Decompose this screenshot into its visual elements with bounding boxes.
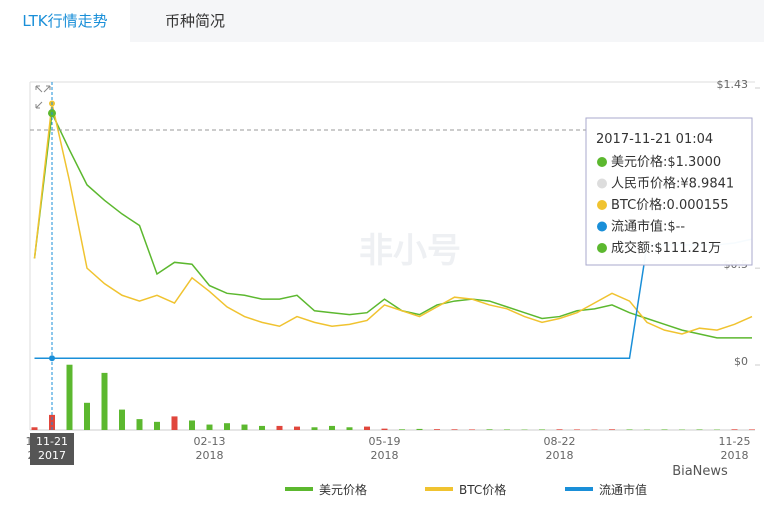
volume-bar	[504, 429, 510, 430]
x-highlight-label: 11-21	[36, 435, 68, 448]
legend-swatch	[565, 487, 593, 491]
tooltip-dot	[597, 200, 607, 210]
volume-bar	[259, 426, 265, 430]
volume-bar	[364, 427, 370, 430]
volume-bar	[329, 426, 335, 430]
x-tick-label: 05-19	[369, 435, 401, 448]
volume-bar	[557, 429, 563, 430]
tooltip-dot	[597, 157, 607, 167]
volume-bar	[697, 429, 703, 430]
tooltip-row: 成交额:$111.21万	[611, 240, 721, 256]
volume-bar	[84, 403, 90, 430]
x-tick-year: 2018	[721, 449, 749, 462]
volume-bar	[574, 429, 580, 430]
legend-label: 流通市值	[599, 482, 647, 497]
y-tick-label: $1.43	[717, 78, 749, 91]
x-tick-year: 2018	[546, 449, 574, 462]
tooltip-title: 2017-11-21 01:04	[596, 132, 713, 147]
legend-label: 美元价格	[319, 482, 367, 497]
tooltip-row: 流通市值:$--	[611, 219, 685, 235]
volume-bar	[434, 429, 440, 430]
volume-bar	[154, 422, 160, 430]
x-highlight-year: 2017	[38, 449, 66, 462]
x-tick-label: 11-25	[719, 435, 751, 448]
volume-bar	[189, 420, 195, 430]
volume-bar	[137, 419, 143, 430]
watermark: 非小号	[359, 231, 461, 271]
source-watermark: BiaNews	[672, 464, 728, 479]
volume-bar	[207, 425, 213, 430]
tooltip-row: 人民币价格:¥8.9841	[611, 176, 734, 192]
x-tick-label: 02-13	[194, 435, 226, 448]
legend-swatch	[425, 487, 453, 491]
volume-bar	[609, 429, 615, 430]
volume-bar	[452, 429, 458, 430]
legend-label: BTC价格	[459, 482, 506, 497]
tab[interactable]: 币种简况	[165, 12, 225, 30]
volume-bar	[172, 416, 178, 430]
volume-bar	[469, 429, 475, 430]
volume-bar	[67, 365, 73, 430]
x-tick-year: 2018	[371, 449, 399, 462]
zoom-icon[interactable]	[36, 86, 50, 108]
tooltip-dot	[597, 243, 607, 253]
volume-bar	[312, 427, 318, 430]
volume-bar	[294, 427, 300, 430]
tooltip-row: BTC价格:0.000155	[611, 197, 729, 213]
volume-bar	[487, 429, 493, 430]
tooltip-dot	[597, 179, 607, 189]
volume-bar	[32, 427, 38, 430]
volume-bar	[732, 429, 738, 430]
tooltip-dot	[597, 222, 607, 232]
volume-bar	[119, 410, 125, 430]
volume-bar	[277, 426, 283, 430]
volume-bar	[417, 429, 423, 430]
x-tick-year: 2018	[196, 449, 224, 462]
volume-bar	[382, 429, 388, 430]
volume-bar	[102, 373, 108, 430]
volume-bar	[662, 429, 668, 430]
volume-bar	[539, 429, 545, 430]
volume-bar	[749, 429, 755, 430]
volume-bar	[224, 423, 230, 430]
volume-bar	[627, 429, 633, 430]
volume-bar	[399, 429, 405, 430]
legend-swatch	[285, 487, 313, 491]
tooltip-row: 美元价格:$1.3000	[611, 154, 721, 170]
volume-bar	[347, 427, 353, 430]
x-tick-label: 08-22	[544, 435, 576, 448]
tab[interactable]: LTK行情走势	[22, 12, 107, 30]
volume-bar	[242, 425, 248, 430]
y-tick-label: $0	[734, 355, 748, 368]
